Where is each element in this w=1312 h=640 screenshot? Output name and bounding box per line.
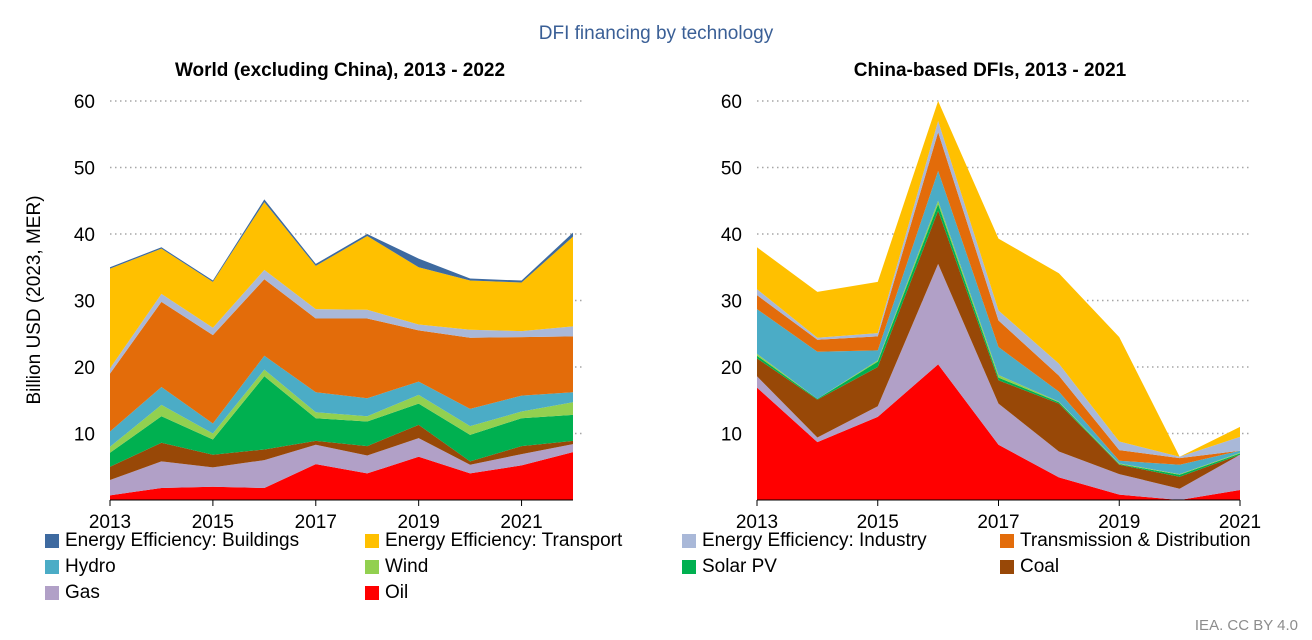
legend-swatch	[365, 586, 379, 600]
area-energy-efficiency-industry	[110, 269, 573, 374]
figure-title: DFI financing by technology	[539, 23, 774, 44]
y-axis-label: Billion USD (2023, MER)	[24, 195, 45, 404]
legend-item: Transmission & Distribution	[1000, 530, 1251, 552]
area-oil	[110, 452, 573, 500]
y-tick-label: 10	[74, 425, 95, 446]
legend-label: Wind	[385, 556, 429, 577]
area-solar-pv	[110, 376, 573, 467]
legend-label: Energy Efficiency: Transport	[385, 530, 623, 551]
area-coal	[110, 424, 573, 481]
y-tick-label: 60	[721, 92, 742, 113]
y-tick-label: 50	[74, 159, 95, 180]
x-tick-label: 2019	[1098, 512, 1140, 533]
chart-panel-1: China-based DFIs, 2013 - 2021 10 20 30 40 50 6…	[721, 60, 1261, 533]
x-tick-label: 2015	[857, 512, 899, 533]
legend-swatch	[682, 534, 696, 548]
x-tick-label: 2013	[89, 512, 131, 533]
legend-item: Hydro	[45, 556, 116, 578]
legend-item: Coal	[1000, 556, 1059, 578]
legend-item: Energy Efficiency: Industry	[682, 530, 927, 552]
area-energy-efficiency-transport	[110, 202, 573, 369]
legend-label: Energy Efficiency: Industry	[702, 530, 927, 551]
legend-label: Energy Efficiency: Buildings	[65, 530, 300, 551]
area-energy-efficiency-buildings	[110, 199, 573, 283]
panel-title: China-based DFIs, 2013 - 2021	[854, 60, 1127, 81]
y-tick-label: 10	[721, 425, 742, 446]
legend-swatch	[365, 560, 379, 574]
chart-panel-0: World (excluding China), 2013 - 2022 10 20…	[74, 60, 583, 533]
legend-swatch	[45, 534, 59, 548]
y-tick-label: 40	[74, 225, 95, 246]
y-tick-label: 60	[74, 92, 95, 113]
legend-item: Energy Efficiency: Transport	[365, 530, 622, 552]
legend-item: Gas	[45, 582, 100, 604]
legend-swatch	[1000, 560, 1014, 574]
area-hydro	[110, 355, 573, 447]
y-tick-label: 40	[721, 225, 742, 246]
y-tick-label: 30	[74, 292, 95, 313]
legend-item: Oil	[365, 582, 408, 604]
legend-item: Energy Efficiency: Buildings	[45, 530, 299, 552]
legend-item: Solar PV	[682, 556, 777, 578]
footer-credit: IEA. CC BY 4.0	[1194, 617, 1298, 634]
y-tick-label: 20	[74, 358, 95, 379]
x-tick-label: 2021	[500, 512, 542, 533]
legend-label: Gas	[65, 582, 100, 603]
legend-swatch	[45, 586, 59, 600]
x-tick-label: 2017	[295, 512, 337, 533]
x-tick-label: 2021	[1219, 512, 1261, 533]
y-tick-label: 20	[721, 358, 742, 379]
legend-label: Transmission & Distribution	[1020, 530, 1251, 551]
legend-swatch	[45, 560, 59, 574]
area-energy-efficiency-transport	[757, 101, 1240, 457]
x-tick-label: 2019	[398, 512, 440, 533]
legend-label: Oil	[385, 582, 409, 603]
x-tick-label: 2015	[192, 512, 234, 533]
x-tick-label: 2017	[977, 512, 1019, 533]
legend-swatch	[1000, 534, 1014, 548]
y-tick-label: 50	[721, 159, 742, 180]
legend-label: Coal	[1020, 556, 1060, 577]
panel-title: World (excluding China), 2013 - 2022	[175, 60, 505, 81]
legend-swatch	[682, 560, 696, 574]
y-tick-label: 30	[721, 292, 742, 313]
area-gas	[110, 438, 573, 496]
legend-label: Solar PV	[702, 556, 777, 577]
legend-item: Wind	[365, 556, 428, 578]
legend-swatch	[365, 534, 379, 548]
legend-label: Hydro	[65, 556, 116, 577]
area-oil	[757, 364, 1240, 500]
x-tick-label: 2013	[736, 512, 778, 533]
area-transmission-distribution	[110, 279, 573, 432]
